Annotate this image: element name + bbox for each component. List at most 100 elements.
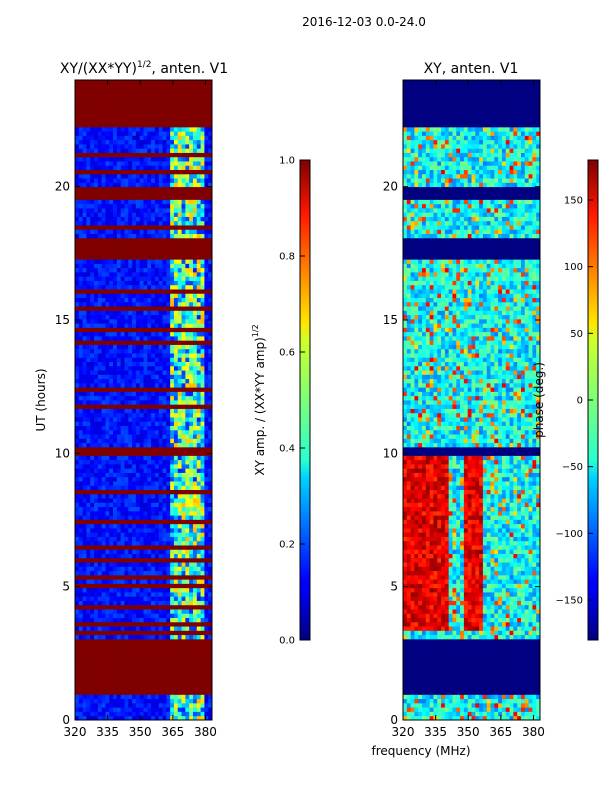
amplitude-cell xyxy=(154,626,160,631)
amplitude-cell xyxy=(192,421,198,426)
amplitude-cell xyxy=(162,259,167,264)
amplitude-cell xyxy=(124,208,129,213)
amplitude-cell xyxy=(200,690,205,695)
amplitude-cell xyxy=(208,664,212,670)
amplitude-cell xyxy=(116,476,122,482)
amplitude-cell xyxy=(200,656,205,661)
amplitude-cell xyxy=(166,715,171,720)
amplitude-cell xyxy=(162,242,167,247)
amplitude-cell xyxy=(189,677,194,682)
amplitude-cell xyxy=(86,664,91,670)
amplitude-cell xyxy=(147,438,152,444)
amplitude-cell xyxy=(162,323,167,328)
amplitude-cell xyxy=(143,246,148,252)
amplitude-cell xyxy=(143,485,148,490)
amplitude-cell xyxy=(177,165,182,170)
amplitude-cell xyxy=(75,293,80,298)
amplitude-cell xyxy=(154,156,160,162)
amplitude-cell xyxy=(147,532,152,537)
amplitude-cell xyxy=(185,178,190,183)
amplitude-cell xyxy=(101,195,106,200)
amplitude-cell xyxy=(97,178,103,183)
amplitude-cell xyxy=(189,318,194,324)
amplitude-cell xyxy=(196,237,201,243)
amplitude-cell xyxy=(116,408,122,414)
amplitude-cell xyxy=(143,574,148,580)
amplitude-cell xyxy=(75,690,80,695)
amplitude-cell xyxy=(189,237,194,243)
amplitude-cell xyxy=(101,378,106,384)
amplitude-cell xyxy=(189,259,194,264)
amplitude-cell xyxy=(128,621,133,627)
amplitude-cell xyxy=(124,220,129,226)
amplitude-cell xyxy=(170,331,175,337)
amplitude-cell xyxy=(189,656,194,661)
amplitude-cell xyxy=(162,314,167,320)
amplitude-cell xyxy=(86,528,91,533)
amplitude-cell xyxy=(135,276,141,281)
amplitude-cell xyxy=(177,408,182,414)
amplitude-cell xyxy=(177,131,182,136)
amplitude-cell xyxy=(120,242,125,247)
amplitude-cell xyxy=(109,434,114,439)
amplitude-cell xyxy=(78,429,84,435)
amplitude-cell xyxy=(189,365,194,371)
amplitude-cell xyxy=(166,528,171,533)
amplitude-cell xyxy=(177,254,182,260)
amplitude-cell xyxy=(162,173,167,179)
amplitude-cell xyxy=(86,135,91,141)
amplitude-cell xyxy=(204,485,209,490)
amplitude-cell xyxy=(124,685,129,691)
amplitude-cell xyxy=(120,566,125,572)
amplitude-cell xyxy=(166,421,171,426)
amplitude-cell xyxy=(124,528,129,533)
amplitude-cell xyxy=(105,489,110,495)
amplitude-cell xyxy=(132,165,137,170)
amplitude-cell xyxy=(162,331,167,337)
amplitude-cell xyxy=(185,643,190,648)
amplitude-cell xyxy=(97,353,103,358)
amplitude-cell xyxy=(135,306,141,311)
amplitude-cell xyxy=(132,515,137,520)
amplitude-cell xyxy=(113,344,118,350)
amplitude-cell xyxy=(154,489,160,495)
amplitude-cell xyxy=(97,681,103,687)
amplitude-cell xyxy=(208,545,212,550)
amplitude-cell xyxy=(189,280,194,286)
amplitude-cell xyxy=(185,617,190,623)
amplitude-cell xyxy=(135,574,141,580)
amplitude-cell xyxy=(177,587,182,593)
amplitude-cell xyxy=(139,297,144,303)
amplitude-cell xyxy=(82,254,87,260)
amplitude-cell xyxy=(204,340,209,345)
amplitude-cell xyxy=(208,668,212,674)
amplitude-cell xyxy=(204,412,209,418)
amplitude-cell xyxy=(177,592,182,597)
amplitude-cell xyxy=(128,446,133,452)
amplitude-cell xyxy=(86,510,91,516)
amplitude-cell xyxy=(124,600,129,606)
amplitude-cell xyxy=(90,365,95,371)
amplitude-cell xyxy=(162,272,167,277)
amplitude-cell xyxy=(124,485,129,490)
amplitude-cell xyxy=(82,502,87,508)
amplitude-cell xyxy=(135,229,141,234)
amplitude-cell xyxy=(116,690,122,695)
amplitude-cell xyxy=(177,562,182,567)
amplitude-cell xyxy=(78,596,84,601)
amplitude-cell xyxy=(154,417,160,422)
amplitude-cell xyxy=(120,331,125,337)
amplitude-cell xyxy=(90,472,95,478)
amplitude-cell xyxy=(177,246,182,252)
amplitude-cell xyxy=(109,378,114,384)
amplitude-cell xyxy=(86,186,91,192)
amplitude-cell xyxy=(151,165,156,170)
amplitude-cell xyxy=(173,707,179,712)
amplitude-cell xyxy=(189,523,194,529)
amplitude-cell xyxy=(128,468,133,473)
amplitude-cell xyxy=(181,638,186,644)
amplitude-cell xyxy=(109,259,114,264)
amplitude-cell xyxy=(109,242,114,247)
amplitude-cell xyxy=(94,604,99,610)
amplitude-cell xyxy=(208,425,212,431)
